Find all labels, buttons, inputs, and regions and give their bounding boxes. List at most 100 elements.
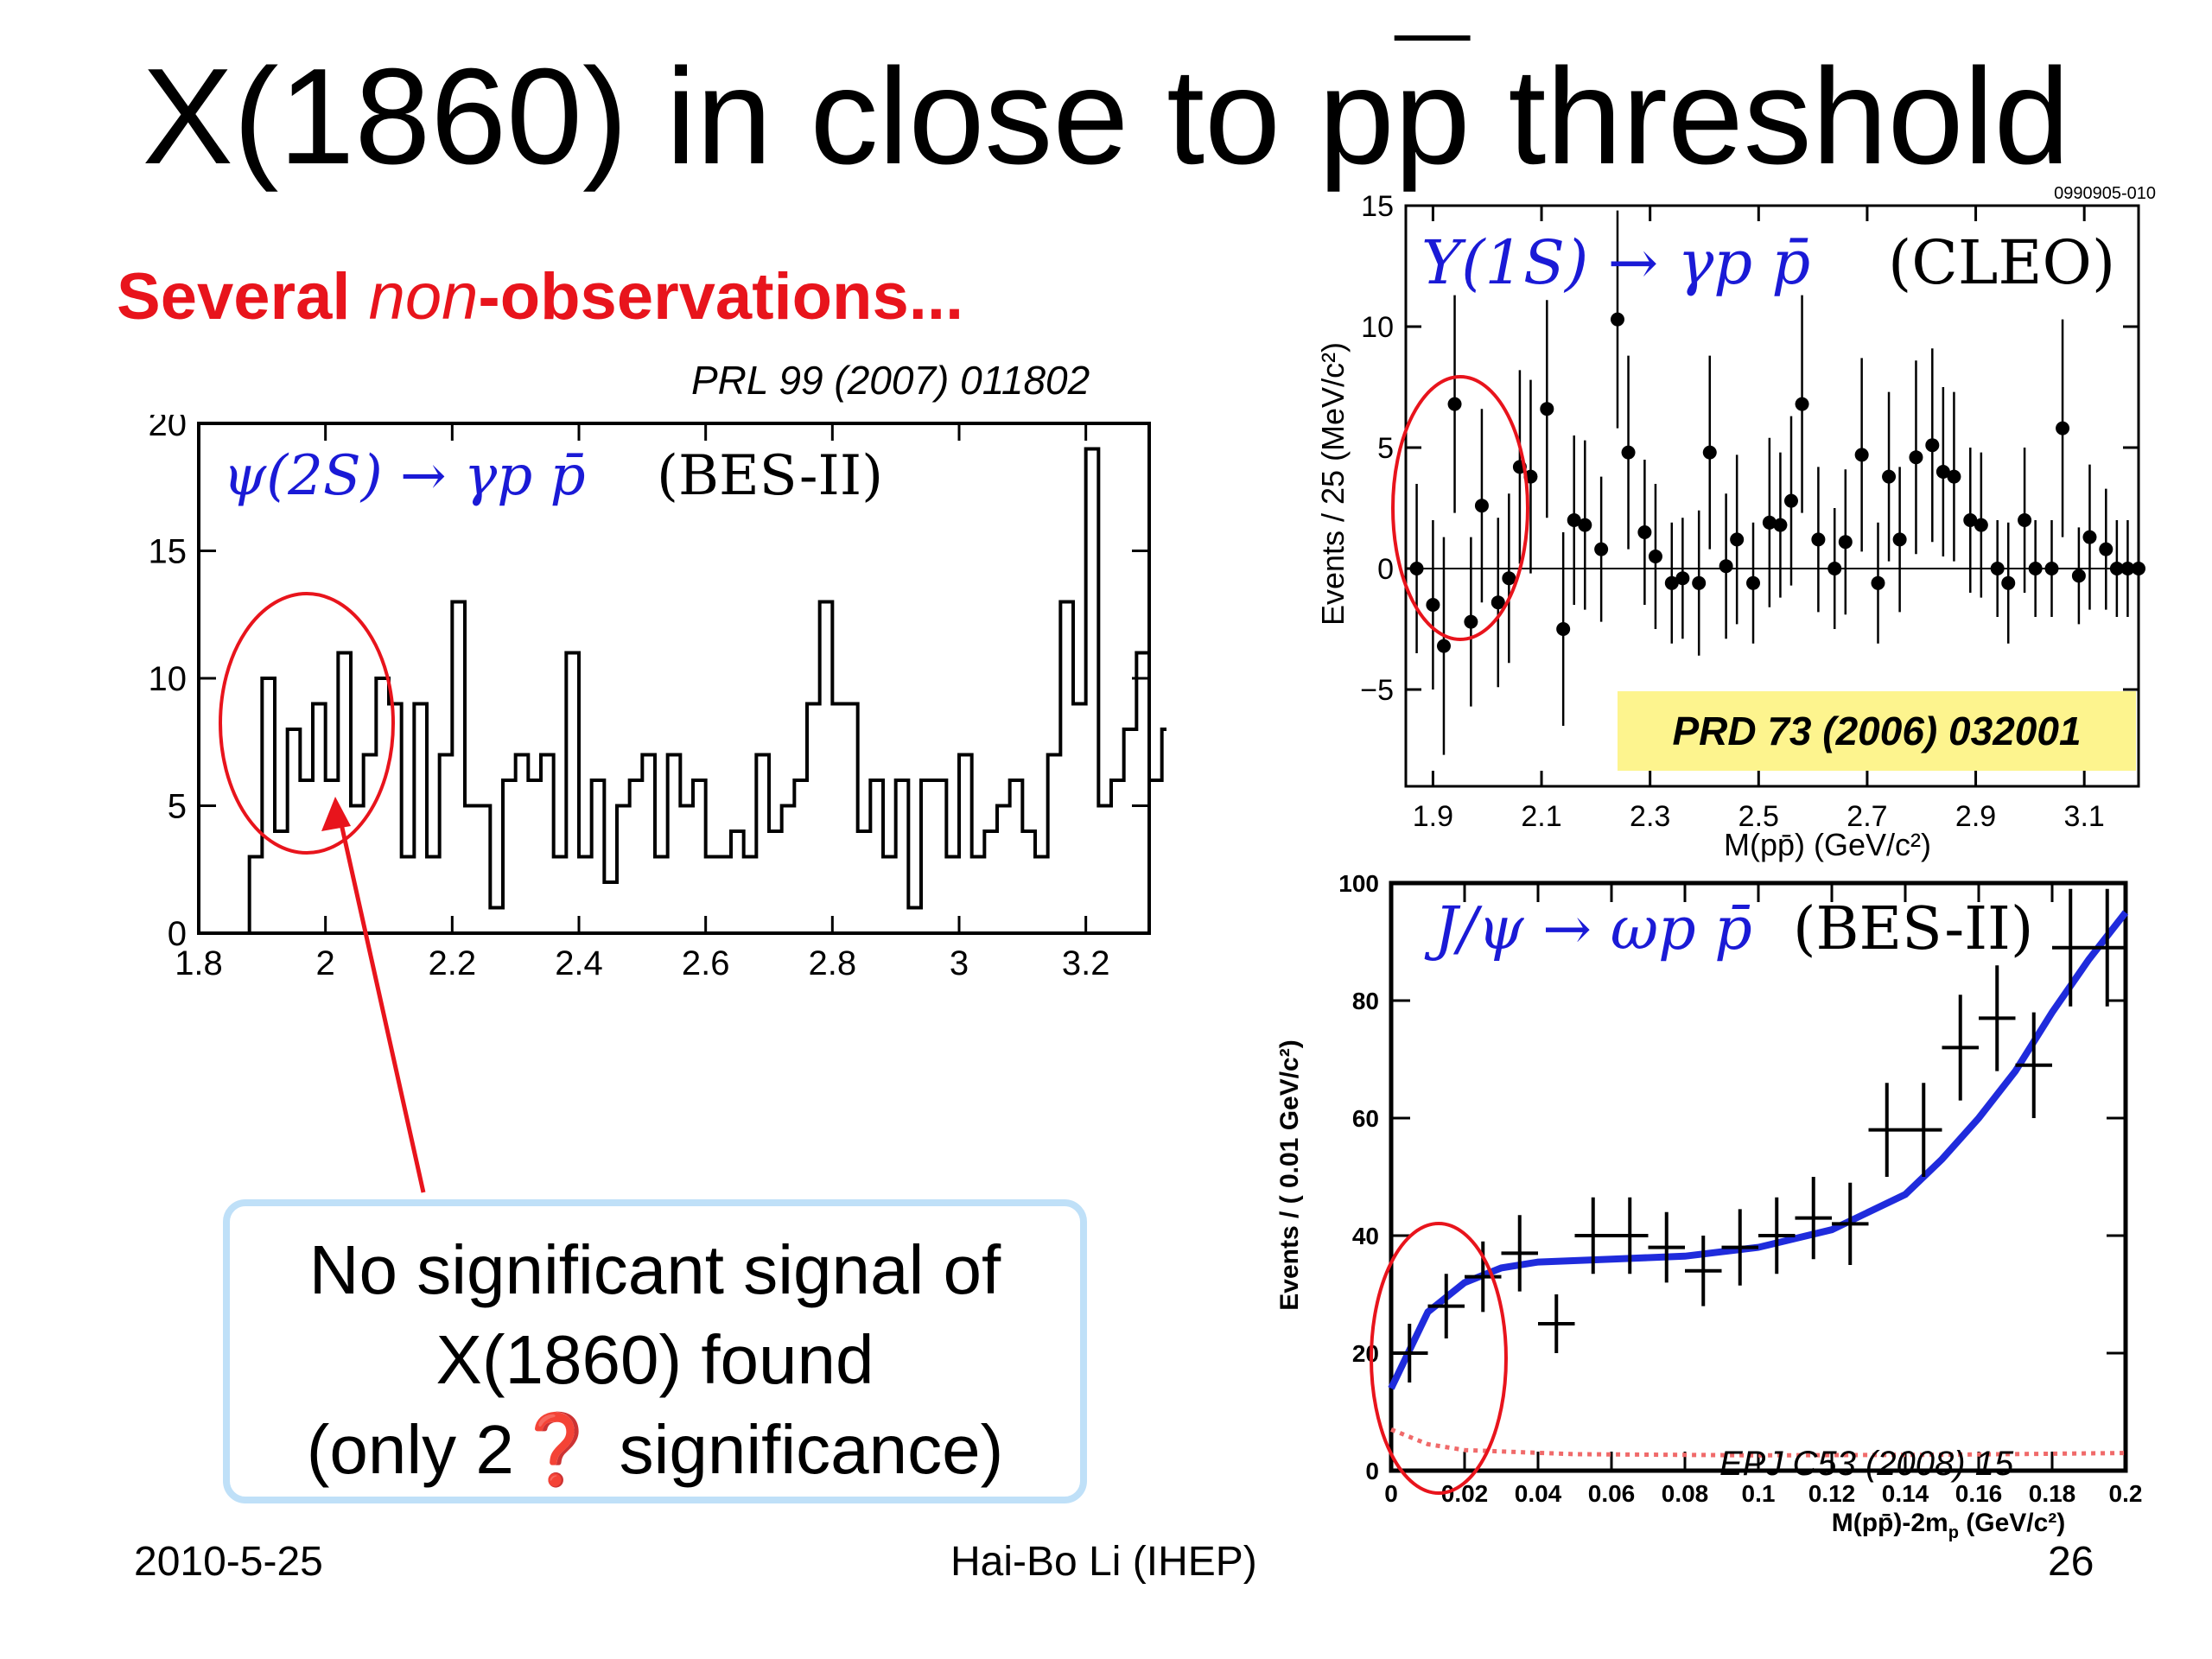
x-tick-label: 1.8 [175, 944, 223, 982]
y-tick-label: 0 [1365, 1458, 1379, 1484]
data-point [1963, 513, 1978, 527]
x-tick-label: 0.04 [1515, 1480, 1562, 1507]
x-tick-label: 0.18 [2029, 1480, 2076, 1507]
x-tick-label: 0.06 [1588, 1480, 1636, 1507]
x-tick-label: 2.5 [1738, 800, 1779, 833]
x-tick-label: 2.3 [1630, 800, 1670, 833]
footer-date: 2010-5-25 [134, 1539, 323, 1585]
chart-experiment: (BES-II) [657, 444, 883, 508]
x-axis-label: M(pp̄)-2mp (GeV/c²) [1832, 1509, 2066, 1542]
chart-title: J/ψ → ωp p̄ [1424, 895, 1752, 963]
data-point [1909, 450, 1923, 465]
x-tick-label: 3 [950, 944, 969, 982]
data-point [1936, 465, 1950, 479]
y-tick-label: 20 [1352, 1340, 1379, 1367]
data-point [2082, 530, 2097, 544]
x-tick-label: 0.16 [1955, 1480, 2003, 1507]
x-tick-label: 2.4 [555, 944, 603, 982]
data-point [1436, 639, 1451, 653]
data-point [1882, 469, 1897, 484]
threshold-circle [1391, 375, 1529, 641]
data-point [1974, 518, 1988, 532]
data-point [1702, 445, 1717, 460]
y-tick-label: 100 [1338, 873, 1379, 897]
data-point [2028, 562, 2043, 575]
x-tick-label: 0.2 [2109, 1480, 2143, 1507]
callout-line-3: (only 2❓ significance) [306, 1411, 1004, 1488]
y-tick-label: 80 [1352, 988, 1379, 1014]
x-tick-label: 3.2 [1062, 944, 1110, 982]
y-tick-label: 15 [1361, 190, 1394, 223]
data-point [2099, 542, 2113, 556]
x-tick-label: 2.2 [429, 944, 477, 982]
data-point [1610, 312, 1624, 327]
x-tick-label: 0.14 [1882, 1480, 1929, 1507]
data-point [1474, 499, 1489, 513]
x-tick-label: 2.8 [809, 944, 857, 982]
chart-bes-jpsi: 0 0.02 0.04 0.06 0.08 0.1 0.12 0.14 0.16 0.18 0.20… [1275, 873, 2143, 1542]
data-point [2056, 421, 2070, 435]
y-tick-label: 10 [149, 660, 188, 698]
reference-bes-psi2s: PRL 99 (2007) 011802 [691, 358, 1090, 403]
y-tick-label: 40 [1352, 1223, 1379, 1249]
data-point [1556, 622, 1571, 636]
data-point [1594, 542, 1609, 556]
data-point [1762, 515, 1777, 530]
x-tick-label: 0.1 [1742, 1480, 1776, 1507]
chart-title: ψ(2S) → γp p̄ [223, 444, 586, 508]
reference-cleo: PRD 73 (2006) 032001 [1618, 691, 2136, 771]
title-overlined-p: p [1394, 41, 1471, 193]
threshold-circle [1370, 1222, 1508, 1495]
data-point [1746, 575, 1761, 590]
data-point [1892, 532, 1907, 547]
callout-text: No significant signal of X(1860) found (… [223, 1225, 1087, 1495]
x-tick-label: 2.1 [1521, 800, 1561, 833]
data-point [1730, 532, 1745, 547]
data-point [1464, 614, 1478, 629]
y-tick-label: −5 [1360, 674, 1394, 707]
data-point [1491, 595, 1505, 610]
data-point [1502, 571, 1516, 586]
chart-experiment: (CLEO) [1888, 227, 2115, 298]
callout-line-2: X(1860) found [435, 1321, 874, 1398]
data-point [1540, 402, 1554, 416]
histogram-line [247, 447, 1166, 933]
data-point [2001, 575, 2016, 590]
data-point [2071, 569, 2086, 583]
data-point [1426, 598, 1440, 612]
data-point [1719, 559, 1733, 574]
data-point [1675, 571, 1690, 586]
reference-epj: EPJ C53 (2008) 15 [1719, 1445, 2014, 1483]
y-tick-label: 20 [149, 415, 188, 443]
corner-label: 0990905-010 [2054, 184, 2156, 203]
background-fit-curve [1390, 1427, 2126, 1458]
y-tick-label: 5 [1377, 432, 1394, 465]
data-point [2018, 513, 2032, 527]
slide-title: X(1860) in close to pp threshold [142, 41, 2070, 193]
data-point [2044, 562, 2059, 575]
data-point [2132, 562, 2145, 575]
x-tick-label: 0.08 [1662, 1480, 1709, 1507]
page-number: 26 [2048, 1539, 2094, 1585]
data-point [2120, 562, 2135, 575]
y-tick-label: 5 [168, 788, 187, 826]
x-tick-label: 2.7 [1847, 800, 1887, 833]
data-point [1621, 445, 1636, 460]
data-point [1773, 518, 1788, 532]
y-axis-label: Events / 25 (MeV/c²) [1315, 342, 1351, 626]
data-point [1990, 562, 2005, 575]
data-point [1871, 575, 1885, 590]
x-tick-label: 2 [316, 944, 335, 982]
data-point [1811, 532, 1826, 547]
data-point [2109, 562, 2124, 575]
chart-cleo-upsilon1s: 0990905-010 1.9 2.1 2.3 2.5 2.7 2.9 3.1 −5 0 5 10 1… [1315, 184, 2156, 862]
callout-line-1: No significant signal of [308, 1231, 1001, 1308]
x-tick-label: 1.9 [1413, 800, 1453, 833]
y-tick-label: 60 [1352, 1105, 1379, 1132]
data-point [1692, 575, 1707, 590]
footer-author: Hai-Bo Li (IHEP) [950, 1539, 1257, 1585]
data-point [1947, 469, 1961, 484]
plot-frame [1389, 880, 2128, 1473]
chart-title: Υ(1S) → γp p̄ [1421, 227, 1810, 298]
data-point [1838, 535, 1853, 550]
